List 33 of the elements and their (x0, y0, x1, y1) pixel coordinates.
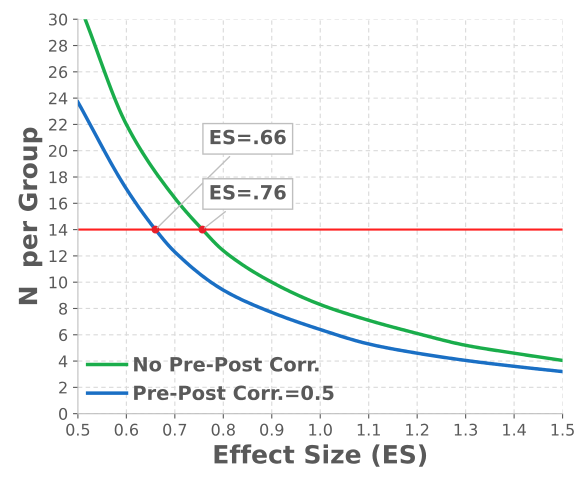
x-tick-label: 1.4 (503, 424, 526, 436)
x-tick-label: 1.3 (454, 424, 478, 436)
y-axis-title: N per Group (18, 128, 42, 304)
y-tick-label: 22 (49, 118, 67, 130)
x-tick-label: 1.2 (406, 424, 428, 436)
y-tick-label: 12 (50, 250, 67, 262)
y-tick-label: 8 (59, 302, 68, 315)
x-tick-label: 0.6 (114, 424, 138, 436)
y-tick-label: 4 (58, 355, 68, 368)
y-tick-label: 18 (50, 171, 68, 184)
y-tick-label: 0 (59, 408, 68, 420)
y-tick-label: 10 (50, 276, 68, 288)
y-tick-label: 2 (59, 382, 67, 394)
x-tick-label: 0.8 (212, 424, 235, 436)
x-tick-label: 0.7 (163, 424, 186, 436)
x-tick-label: 0.9 (260, 424, 284, 436)
y-tick-label: 6 (59, 328, 68, 342)
y-tick-label: 30 (49, 13, 68, 26)
y-tick-label: 20 (49, 144, 68, 158)
x-tick-label: 1.1 (358, 424, 380, 436)
legend-label: No Pre-Post Corr. (134, 356, 319, 372)
annotation: ES=.76 (210, 184, 286, 200)
y-tick-label: 26 (49, 66, 68, 78)
y-tick-label: 16 (50, 198, 68, 210)
y-tick-label: 28 (49, 40, 68, 52)
x-tick-label: 1.5 (552, 424, 574, 436)
x-tick-label: 1.0 (309, 424, 332, 436)
legend-label: Pre-Post Corr.=0.5 (134, 385, 334, 400)
x-axis-title: Effect Size (ES) (214, 444, 426, 467)
y-tick-label: 14 (50, 224, 68, 236)
annotation: ES=.66 (210, 130, 286, 144)
x-tick-label: 0.5 (66, 424, 90, 436)
y-tick-label: 24 (49, 92, 68, 104)
